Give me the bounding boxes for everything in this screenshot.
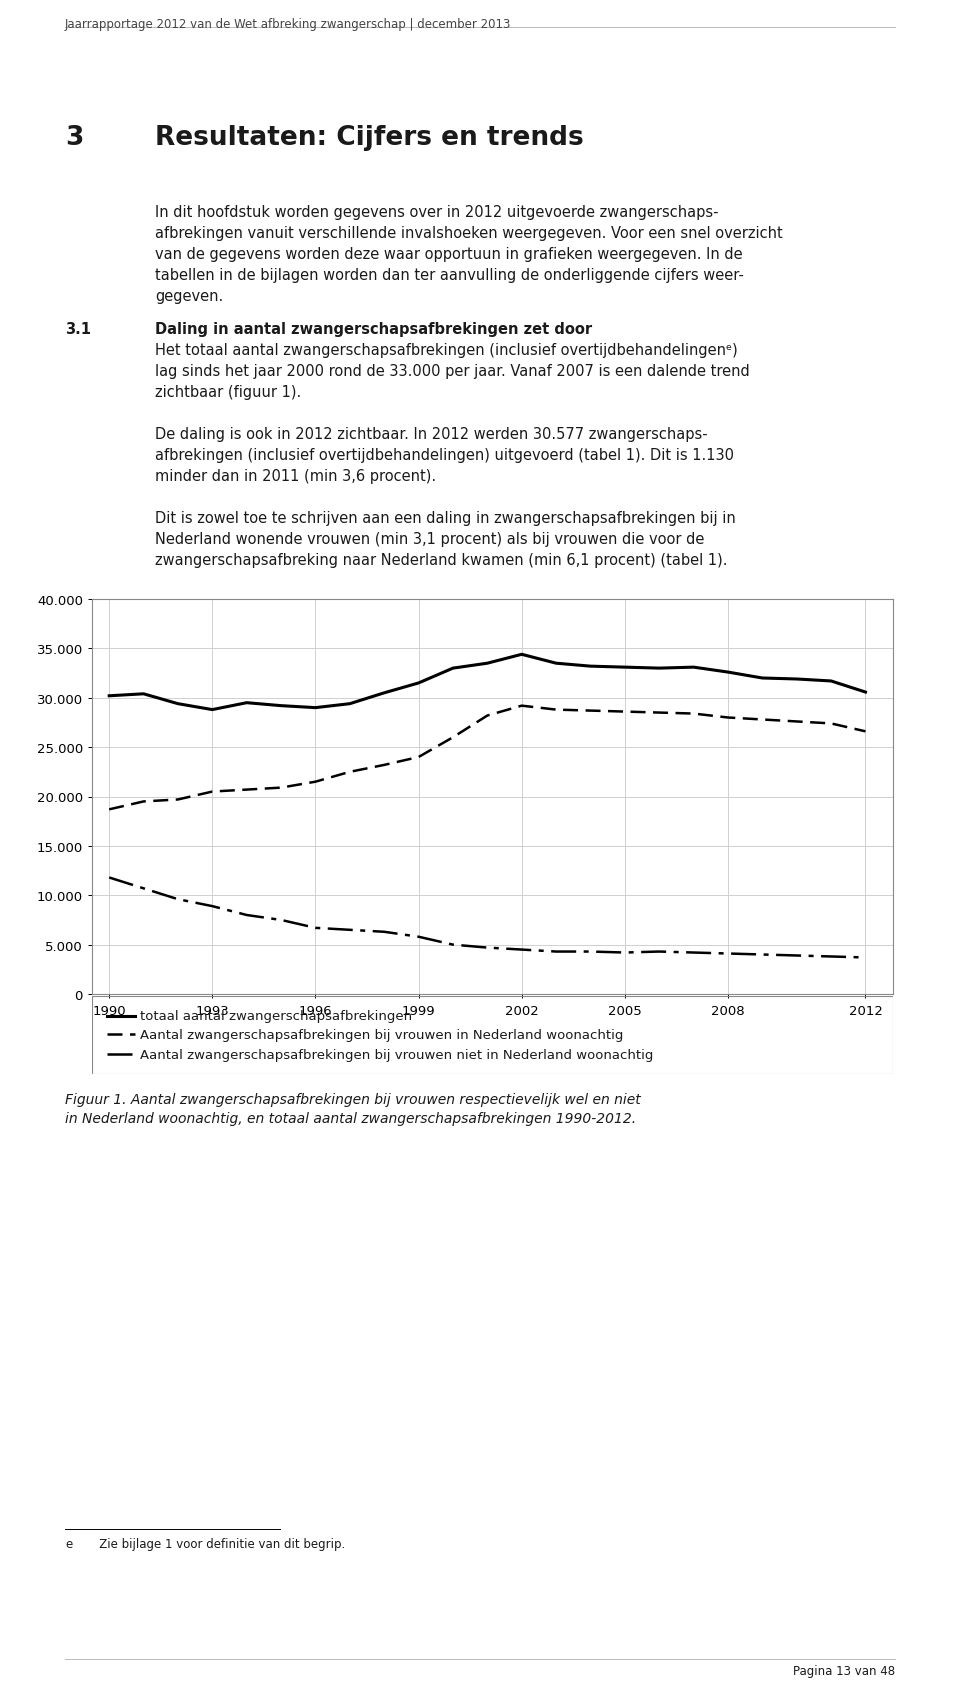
Text: De daling is ook in 2012 zichtbaar. In 2012 werden 30.577 zwangerschaps-: De daling is ook in 2012 zichtbaar. In 2… [155,427,708,442]
Text: afbrekingen (inclusief overtijdbehandelingen) uitgevoerd (tabel 1). Dit is 1.130: afbrekingen (inclusief overtijdbehandeli… [155,447,734,463]
Text: e: e [65,1537,72,1551]
Text: zwangerschapsafbreking naar Nederland kwamen (min 6,1 procent) (tabel 1).: zwangerschapsafbreking naar Nederland kw… [155,553,728,567]
Text: Resultaten: Cijfers en trends: Resultaten: Cijfers en trends [155,124,584,151]
Text: 3: 3 [65,124,84,151]
Text: in Nederland woonachtig, en totaal aantal zwangerschapsafbrekingen 1990-2012.: in Nederland woonachtig, en totaal aanta… [65,1112,636,1125]
Text: afbrekingen vanuit verschillende invalshoeken weergegeven. Voor een snel overzic: afbrekingen vanuit verschillende invalsh… [155,225,782,241]
Text: Aantal zwangerschapsafbrekingen bij vrouwen niet in Nederland woonachtig: Aantal zwangerschapsafbrekingen bij vrou… [140,1048,654,1061]
Text: lag sinds het jaar 2000 rond de 33.000 per jaar. Vanaf 2007 is een dalende trend: lag sinds het jaar 2000 rond de 33.000 p… [155,363,750,378]
Text: totaal aantal zwangerschapsafbrekingen: totaal aantal zwangerschapsafbrekingen [140,1009,412,1023]
Text: In dit hoofdstuk worden gegevens over in 2012 uitgevoerde zwangerschaps-: In dit hoofdstuk worden gegevens over in… [155,205,718,220]
Text: gegeven.: gegeven. [155,289,224,304]
Text: Jaarrapportage 2012 van de Wet afbreking zwangerschap | december 2013: Jaarrapportage 2012 van de Wet afbreking… [65,19,512,30]
Text: Het totaal aantal zwangerschapsafbrekingen (inclusief overtijdbehandelingenᵉ): Het totaal aantal zwangerschapsafbreking… [155,343,737,358]
Text: zichtbaar (figuur 1).: zichtbaar (figuur 1). [155,385,301,400]
Text: minder dan in 2011 (min 3,6 procent).: minder dan in 2011 (min 3,6 procent). [155,469,436,484]
Text: Figuur 1. Aantal zwangerschapsafbrekingen bij vrouwen respectievelijk wel en nie: Figuur 1. Aantal zwangerschapsafbrekinge… [65,1092,640,1107]
Text: Daling in aantal zwangerschapsafbrekingen zet door: Daling in aantal zwangerschapsafbrekinge… [155,321,592,336]
Text: 3.1: 3.1 [65,321,91,336]
Text: Nederland wonende vrouwen (min 3,1 procent) als bij vrouwen die voor de: Nederland wonende vrouwen (min 3,1 proce… [155,532,705,547]
Text: Dit is zowel toe te schrijven aan een daling in zwangerschapsafbrekingen bij in: Dit is zowel toe te schrijven aan een da… [155,511,735,526]
Text: Zie bijlage 1 voor definitie van dit begrip.: Zie bijlage 1 voor definitie van dit beg… [88,1537,346,1551]
Text: Aantal zwangerschapsafbrekingen bij vrouwen in Nederland woonachtig: Aantal zwangerschapsafbrekingen bij vrou… [140,1028,623,1041]
Text: van de gegevens worden deze waar opportuun in grafieken weergegeven. In de: van de gegevens worden deze waar opportu… [155,247,743,262]
Text: tabellen in de bijlagen worden dan ter aanvulling de onderliggende cijfers weer-: tabellen in de bijlagen worden dan ter a… [155,267,744,283]
Text: Pagina 13 van 48: Pagina 13 van 48 [793,1663,895,1677]
